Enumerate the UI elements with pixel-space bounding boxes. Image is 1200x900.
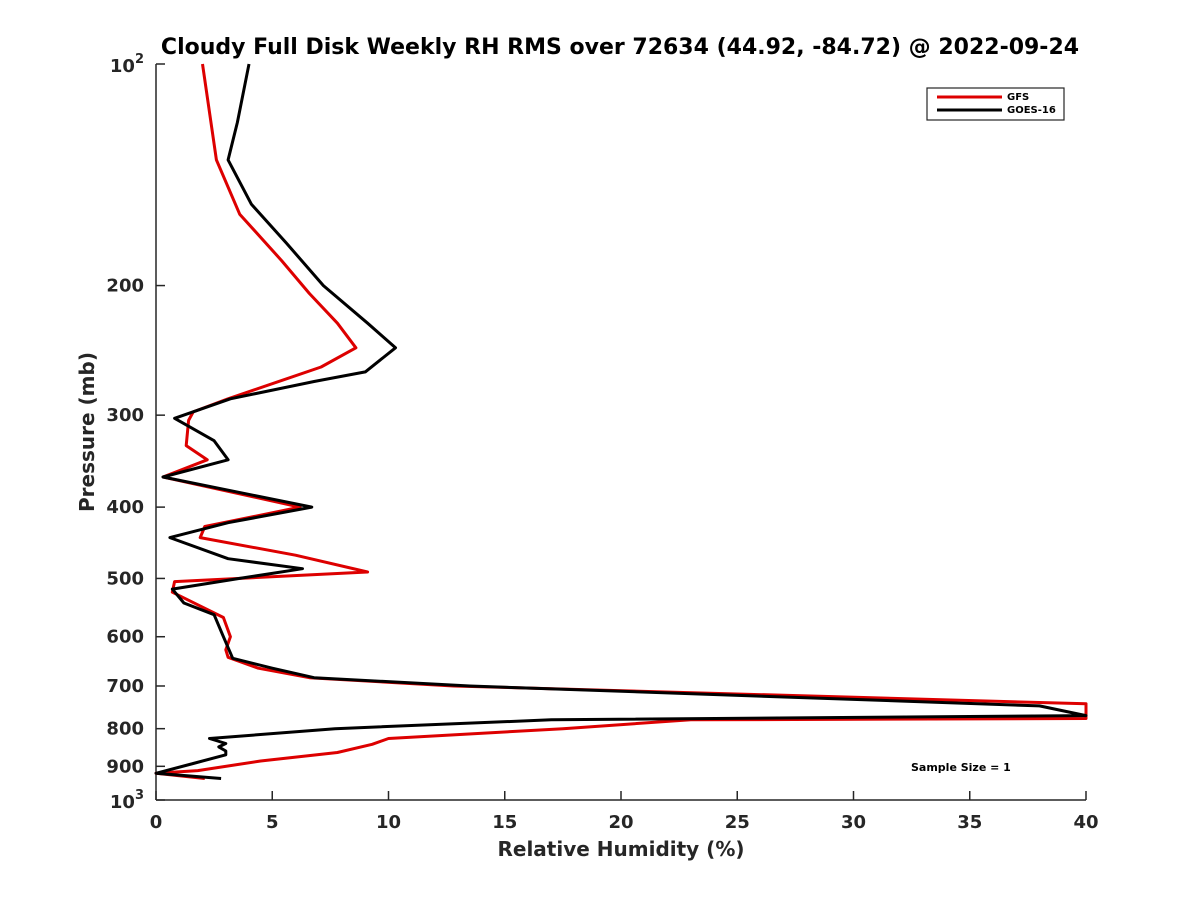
sample-size-annotation: Sample Size = 1 — [911, 761, 1011, 774]
y-tick-label: 103 — [110, 788, 144, 813]
y-tick-label: 700 — [106, 676, 144, 697]
y-axis-label: Pressure (mb) — [75, 352, 99, 512]
x-tick-label: 40 — [1073, 812, 1098, 833]
y-tick-base: 10 — [110, 56, 135, 77]
series-group — [154, 63, 1088, 780]
series-line-gfs — [154, 63, 1088, 780]
x-tick-label: 10 — [376, 812, 401, 833]
y-tick-label: 600 — [106, 627, 144, 648]
y-tick-exponent: 3 — [135, 788, 144, 803]
x-axis-label: Relative Humidity (%) — [497, 837, 744, 861]
y-tick-label: 500 — [106, 568, 144, 589]
y-tick-label: 200 — [106, 276, 144, 297]
legend: GFS GOES-16 — [926, 87, 1065, 121]
x-tick-label: 35 — [957, 812, 982, 833]
legend-label-goes16: GOES-16 — [1007, 105, 1056, 116]
y-tick-label: 300 — [106, 405, 144, 426]
x-tick-label: 0 — [150, 812, 163, 833]
x-tick-label: 5 — [266, 812, 279, 833]
y-tick-exponent: 2 — [135, 52, 144, 67]
chart-title: Cloudy Full Disk Weekly RH RMS over 7263… — [161, 35, 1079, 60]
y-tick-label: 102 — [110, 52, 144, 77]
x-tick-label: 25 — [725, 812, 750, 833]
legend-box — [926, 87, 1065, 121]
legend-label-gfs: GFS — [1007, 92, 1029, 103]
x-ticks: 0 5 10 15 20 25 30 35 40 — [150, 791, 1099, 833]
x-tick-label: 15 — [492, 812, 517, 833]
y-tick-label: 900 — [106, 756, 144, 777]
x-tick-label: 20 — [608, 812, 633, 833]
series-line-goes16 — [154, 63, 1088, 780]
y-tick-label: 800 — [106, 719, 144, 740]
x-tick-label: 30 — [841, 812, 866, 833]
y-tick-label: 400 — [106, 497, 144, 518]
y-tick-base: 10 — [110, 792, 135, 813]
